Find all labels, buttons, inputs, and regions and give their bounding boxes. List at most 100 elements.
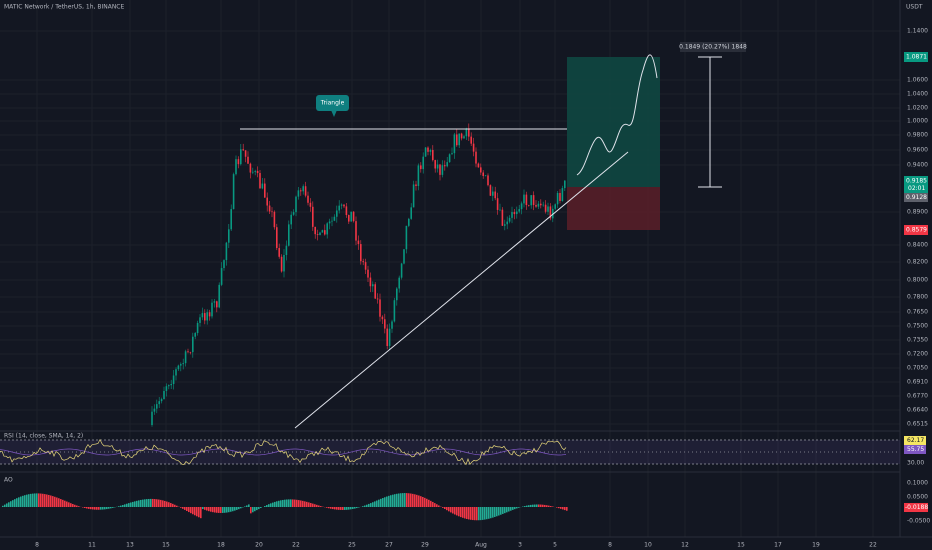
time-label: 17 [774,542,782,549]
ao-bar [210,507,212,512]
time-label: 8 [35,542,39,549]
time-label: 15 [737,542,745,549]
candle-body [472,143,475,152]
ao-bar [350,507,352,510]
ao-bar [556,507,558,508]
time-label: 13 [126,542,134,549]
candle-body [271,211,273,213]
candle-body [436,164,439,169]
ao-bar [410,493,412,507]
ao-bar [402,493,404,507]
candle-body [283,254,285,272]
candle-body [151,411,153,425]
candle-body [468,128,470,137]
pattern-label: Triangle [320,100,345,107]
candle-body [309,202,312,207]
ao-bar [118,506,120,507]
candle-body [290,214,292,225]
ao-bar [128,503,130,507]
candle-body [357,240,360,245]
candle-body [194,333,196,337]
ao-bar [448,507,450,512]
candle-body [268,205,271,212]
candle-body [451,153,453,155]
ao-bar [166,501,168,507]
candle-body [412,184,415,208]
candle-body [336,210,338,217]
ao-bar [484,507,486,520]
ao-bar [540,504,542,507]
ao-bar [492,507,494,518]
ao-bar [372,502,374,507]
price-label: 1.1400 [907,28,928,35]
ao-bar [92,507,94,510]
target-zone [567,57,660,187]
candle-body [520,203,523,210]
stop-tag [904,225,928,235]
rsi-sma-tag [904,445,926,454]
candle-body [168,385,170,387]
ao-bar [44,494,46,507]
rsi-value: 62.17 [907,437,924,444]
ao-bar [506,507,508,513]
ao-bar [36,493,38,507]
candle-body [187,351,189,353]
ao-bar [42,493,44,507]
ao-bar [208,507,210,512]
ao-bar [86,507,88,509]
time-label: 20 [255,542,263,549]
rsi-value-tag [904,436,926,445]
ao-bar [352,507,354,509]
ao-bar [334,507,336,510]
price-label: 0.7650 [907,309,928,316]
ao-bar [344,507,346,510]
ao-bar [436,504,438,507]
ao-bar [224,507,226,513]
time-label: 29 [421,542,429,549]
countdown: 02:01 [908,185,925,192]
ao-bar [238,507,240,510]
ao-bar [66,501,68,507]
ao-bar [292,499,294,507]
price-label: 0.7350 [907,337,928,344]
ao-bar [236,507,238,510]
ao-bar [164,500,166,507]
ao-bar [220,507,222,513]
candle-body [223,260,225,269]
candle-body [460,133,463,139]
candle-body [288,224,290,246]
candle-body [201,313,204,318]
time-label: 22 [869,542,877,549]
ao-bar [102,507,104,510]
ao-bar [190,507,192,514]
ao-bar [286,499,288,507]
candle-body [340,204,343,206]
ao-bar [264,505,266,507]
ao-bar [470,507,472,520]
candle-body [182,363,184,365]
ao-bar [420,496,422,507]
ao-bar [212,507,214,513]
pattern-label-box [316,95,349,111]
ao-bar [56,497,58,507]
candle-body [256,170,259,174]
ao-bar [524,506,526,507]
ao-bar [254,507,256,512]
candle-body [458,133,460,146]
ao-bar [30,493,32,507]
ao-bar [146,499,148,507]
candle-body [475,151,477,164]
ao-bar [152,498,154,507]
candle-body [180,364,182,366]
ao-bar [122,505,124,507]
ao-bar [396,493,398,507]
price-label: 0.9800 [907,132,928,139]
current-tag [904,176,928,193]
ao-bar [258,507,260,510]
ao-bar [22,495,24,507]
candle-body [165,386,168,391]
ao-bar [94,507,96,510]
ao-bar [176,505,178,507]
ao-bar [416,494,418,507]
ao-bar [346,507,348,510]
